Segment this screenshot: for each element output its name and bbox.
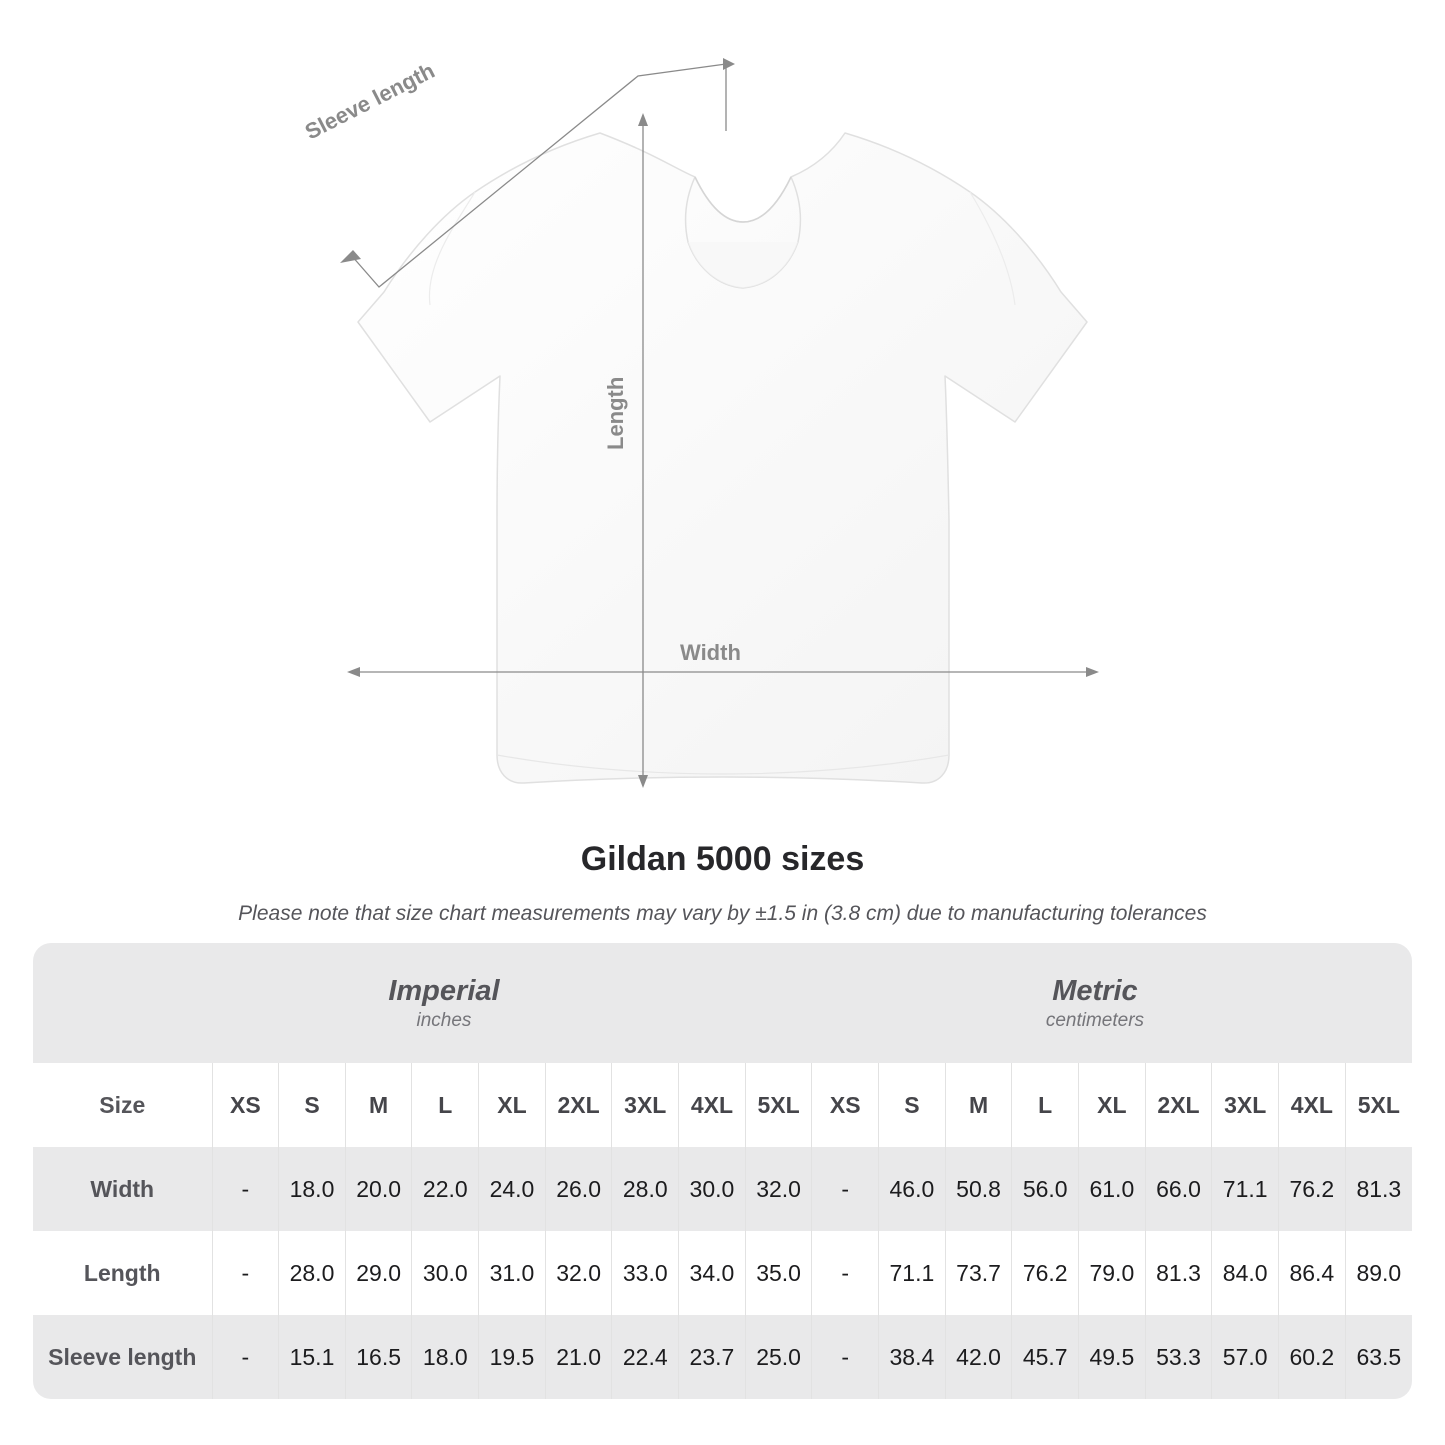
svg-text:Width: Width [680,640,741,665]
svg-text:Length: Length [603,377,628,450]
svg-text:Sleeve length: Sleeve length [301,58,439,145]
